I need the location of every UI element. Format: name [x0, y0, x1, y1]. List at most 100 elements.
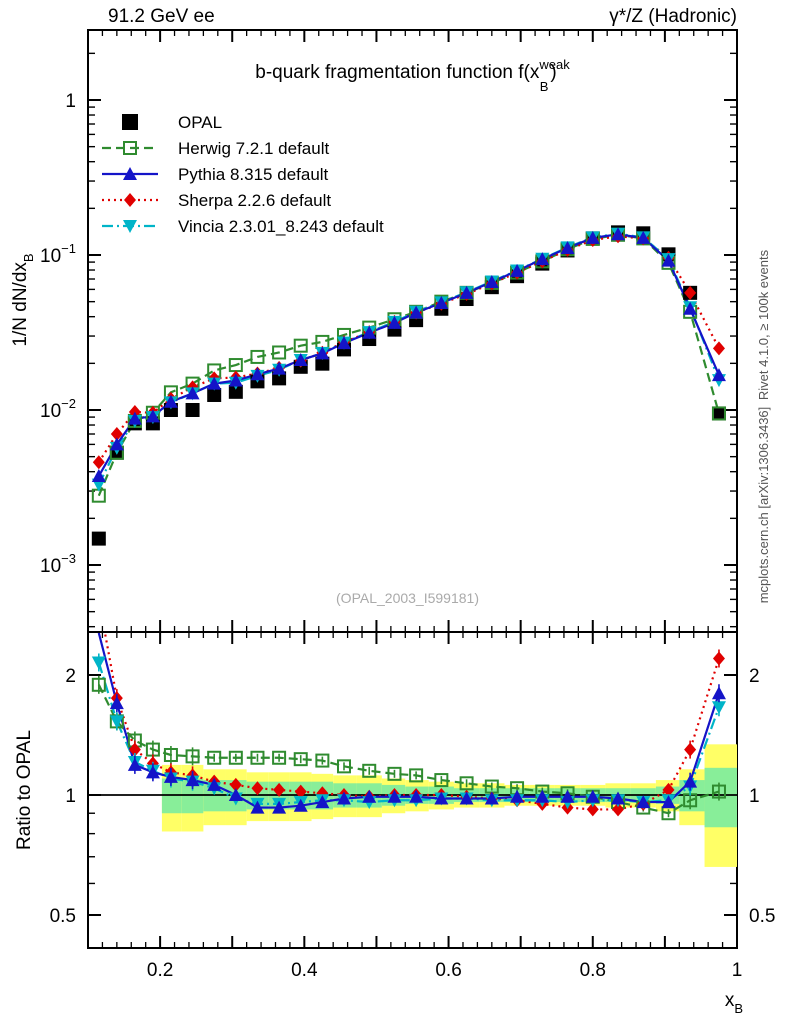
marker-triangle-up	[185, 386, 200, 400]
main-ytick-label: 1	[65, 91, 76, 112]
ratio-ytick-label-left: 1	[65, 786, 76, 807]
legend-item[interactable]: Vincia 2.3.01_8.243 default	[102, 217, 384, 236]
marker-diamond-filled	[712, 651, 725, 666]
marker-triangle-up	[387, 315, 402, 329]
marker-square-filled	[711, 406, 726, 421]
series-markers	[91, 227, 726, 483]
marker-diamond-filled	[684, 285, 697, 300]
main-ylabel: 1/N dN/dxB	[10, 253, 36, 346]
marker-diamond-filled	[110, 427, 123, 442]
marker-triangle-up	[585, 230, 600, 244]
ratio-series-line	[97, 662, 721, 805]
marker-triangle-up	[293, 798, 308, 812]
ratio-series-markers	[109, 684, 726, 814]
series-markers	[91, 227, 726, 492]
side-note-rivet: Rivet 4.1.0, ≥ 100k events	[756, 249, 771, 400]
legend-label: OPAL	[178, 113, 222, 132]
marker-diamond-filled	[712, 341, 725, 356]
legend-item[interactable]: Sherpa 2.2.6 default	[102, 191, 331, 210]
marker-square-filled	[207, 387, 222, 402]
marker-diamond-filled	[273, 782, 286, 797]
ratio-ylabel: Ratio to OPAL	[14, 730, 35, 850]
marker-triangle-up	[535, 789, 550, 803]
marker-square-open	[250, 349, 265, 364]
marker-square-open	[91, 677, 106, 692]
marker-square-open	[293, 338, 308, 353]
ratio-series-vincia	[97, 662, 721, 805]
marker-square-open	[272, 750, 287, 765]
marker-triangle-up	[484, 791, 499, 805]
marker-square-open	[163, 747, 178, 762]
marker-triangle-up	[207, 376, 222, 390]
series-sherpa	[97, 235, 720, 463]
marker-triangle-up	[434, 791, 449, 805]
legend-label: Sherpa 2.2.6 default	[178, 191, 331, 210]
marker-triangle-up	[293, 353, 308, 367]
marker-triangle-up	[434, 296, 449, 310]
marker-triangle-up	[683, 774, 698, 788]
marker-square-open	[409, 768, 424, 783]
marker-square-open	[272, 345, 287, 360]
legend-item[interactable]: OPAL	[122, 113, 222, 132]
xtick-label: 0.6	[435, 960, 461, 981]
marker-diamond-filled	[128, 742, 141, 757]
main-ytick-label: 10−1	[40, 241, 76, 267]
marker-square-filled	[185, 403, 200, 417]
marker-triangle-up	[336, 336, 351, 350]
svg-text:Rivet 4.1.0, ≥ 100k events: Rivet 4.1.0, ≥ 100k events	[756, 249, 771, 400]
marker-diamond-filled	[251, 781, 264, 796]
legend-label: Herwig 7.2.1 default	[178, 139, 329, 158]
marker-triangle-up	[459, 791, 474, 805]
ratio-ytick-label-left: 0.5	[50, 906, 76, 927]
side-note-mcplots: mcplots.cern.ch [arXiv:1306.3436]	[756, 407, 771, 604]
marker-diamond-filled	[92, 455, 105, 470]
ratio-series-pythia	[97, 633, 721, 809]
svg-text:1/N dN/dxB: 1/N dN/dxB	[10, 253, 36, 346]
marker-square-open	[459, 776, 474, 791]
legend-item[interactable]: Herwig 7.2.1 default	[102, 139, 329, 158]
marker-triangle-up	[123, 167, 137, 180]
ratio-series-herwig	[97, 684, 720, 815]
ratio-data	[91, 633, 726, 821]
series-line	[97, 232, 720, 486]
marker-triangle-up	[127, 411, 142, 425]
legend-label: Vincia 2.3.01_8.243 default	[178, 217, 384, 236]
marker-square-open	[711, 784, 726, 799]
marker-triangle-up	[272, 800, 287, 814]
marker-square-open	[336, 759, 351, 774]
marker-triangle-up	[315, 795, 330, 809]
marker-triangle-up	[560, 240, 575, 254]
marker-triangle-down	[123, 220, 137, 233]
marker-triangle-up	[535, 252, 550, 266]
marker-square-open	[250, 750, 265, 765]
series-pythia	[97, 233, 720, 477]
marker-square-open	[293, 752, 308, 767]
marker-triangle-up	[387, 789, 402, 803]
marker-triangle-up	[409, 305, 424, 319]
marker-triangle-up	[362, 325, 377, 339]
marker-triangle-up	[91, 469, 106, 483]
marker-square-filled	[122, 114, 138, 130]
marker-triangle-up	[228, 373, 243, 387]
marker-triangle-up	[272, 361, 287, 375]
series-vincia	[97, 232, 720, 486]
marker-triangle-up	[250, 367, 265, 381]
marker-diamond-filled	[684, 742, 697, 757]
marker-triangle-up	[163, 769, 178, 783]
marker-triangle-up	[711, 686, 726, 700]
marker-triangle-up	[185, 773, 200, 787]
marker-square-filled	[315, 356, 330, 371]
xaxis-label: xB	[725, 990, 743, 1016]
marker-square-open	[711, 406, 726, 421]
marker-triangle-up	[207, 777, 222, 791]
marker-triangle-up	[611, 791, 626, 805]
xtick-label: 0.4	[291, 960, 318, 981]
marker-triangle-up	[484, 274, 499, 288]
main-axis-ticks	[87, 30, 738, 632]
legend: OPAL Herwig 7.2.1 default Pythia 8.315 def…	[102, 113, 384, 236]
main-ytick-label: 10−2	[40, 396, 76, 422]
marker-triangle-up	[510, 789, 525, 803]
legend-item[interactable]: Pythia 8.315 default	[102, 165, 329, 184]
marker-diamond-filled	[586, 802, 599, 817]
